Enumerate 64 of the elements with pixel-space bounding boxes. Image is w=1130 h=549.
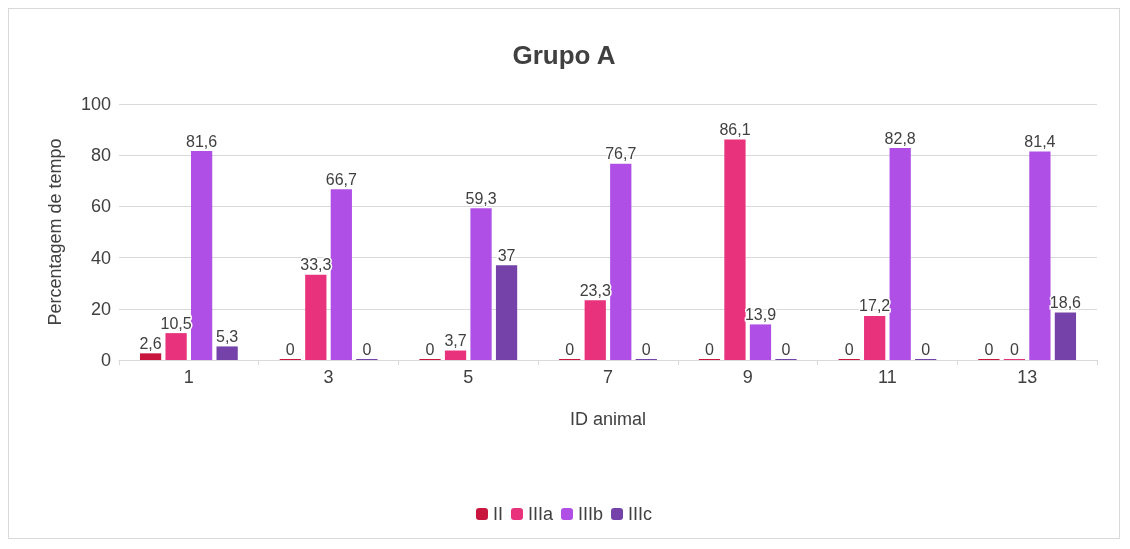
data-label: 76,7 [605, 145, 637, 163]
x-tick-label: 1 [183, 367, 194, 387]
data-label: 3,7 [444, 332, 467, 350]
data-label: 81,6 [186, 132, 218, 150]
bar [495, 265, 518, 360]
bar [216, 346, 238, 360]
data-label: 2,6 [139, 334, 162, 352]
bar [165, 333, 187, 360]
y-tick-label: 20 [90, 298, 111, 319]
bar [444, 350, 467, 360]
legend-label: II [492, 504, 503, 524]
bar [305, 274, 327, 360]
data-label: 33,3 [300, 256, 332, 274]
data-label: 13,9 [744, 305, 777, 323]
legend-label: IIIb [578, 504, 604, 524]
x-tick-label: 13 [1017, 367, 1038, 387]
bar [889, 148, 911, 360]
data-label: 0 [641, 340, 651, 358]
bar [610, 163, 632, 360]
data-label: 0 [781, 340, 791, 358]
data-label: 66,7 [325, 170, 357, 188]
data-label: 0 [1009, 340, 1019, 358]
data-label: 86,1 [719, 121, 751, 139]
chart-title: Grupo A [512, 40, 616, 70]
y-tick-label: 100 [80, 94, 111, 114]
x-tick-label: 11 [878, 367, 897, 387]
bar [584, 300, 606, 360]
data-label: 0 [844, 340, 854, 358]
bar [470, 208, 492, 360]
data-label: 82,8 [884, 129, 916, 147]
data-label: 17,2 [859, 297, 891, 315]
data-label: 5,3 [216, 327, 239, 345]
data-label: 59,3 [465, 189, 497, 207]
x-tick-label: 7 [602, 367, 614, 387]
data-label: 0 [285, 340, 295, 358]
x-tick-label: 3 [323, 367, 334, 387]
data-label: 10,5 [160, 314, 192, 332]
data-label: 18,6 [1049, 293, 1082, 311]
bar [139, 353, 162, 360]
legend-label: IIIc [628, 504, 653, 524]
y-tick-label: 40 [90, 247, 111, 268]
x-axis-title: ID animal [569, 409, 647, 429]
bar [330, 189, 352, 360]
x-tick-label: 9 [742, 367, 753, 387]
data-label: 37 [497, 246, 516, 264]
bar [749, 324, 772, 360]
y-tick-label: 0 [100, 350, 111, 370]
x-tick-label: 5 [463, 367, 474, 387]
data-label: 0 [704, 340, 714, 358]
bar [864, 315, 886, 360]
y-tick-label: 60 [90, 196, 111, 217]
legend-label: IIIa [527, 504, 554, 524]
bar [1029, 151, 1051, 360]
bar [1054, 312, 1077, 360]
y-tick-label: 80 [90, 145, 111, 166]
data-label: 0 [425, 340, 435, 358]
data-label: 0 [565, 340, 575, 358]
data-label: 0 [984, 340, 994, 358]
data-label: 81,4 [1024, 133, 1056, 151]
y-axis-title: Percentagem de tempo [45, 138, 65, 326]
data-label: 0 [362, 340, 372, 358]
data-label: 0 [921, 340, 931, 358]
bar [724, 139, 746, 360]
bar [190, 151, 213, 360]
